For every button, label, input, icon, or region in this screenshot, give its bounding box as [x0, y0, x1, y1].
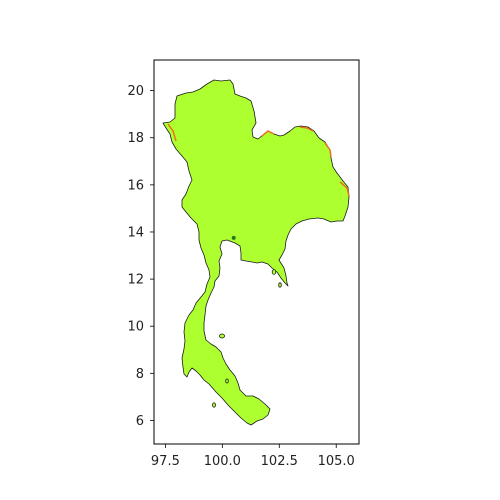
country-shape [162, 79, 350, 426]
capital-marker [231, 235, 236, 240]
y-tick-label: 8 [136, 367, 144, 382]
x-tick-label: 105.0 [318, 454, 355, 469]
border-highlight [339, 181, 350, 197]
x-axis: 97.5 100.0 102.5 105.0 [151, 444, 355, 469]
island [278, 282, 282, 288]
island [225, 378, 229, 384]
x-tick-label: 97.5 [151, 454, 180, 469]
x-tick-label: 100.0 [204, 454, 241, 469]
border-highlight [261, 130, 275, 137]
y-tick-label: 20 [127, 84, 144, 99]
y-tick-label: 6 [136, 414, 144, 429]
y-axis: 6 8 10 12 14 16 18 20 [127, 84, 154, 429]
border-highlight [167, 123, 177, 142]
island [212, 402, 216, 408]
y-tick-label: 14 [127, 225, 144, 240]
y-tick-label: 12 [127, 273, 144, 288]
y-tick-label: 18 [127, 131, 144, 146]
border-highlight [324, 142, 332, 158]
y-tick-label: 10 [127, 320, 144, 335]
border-highlight [299, 126, 314, 132]
y-tick-label: 16 [127, 178, 144, 193]
island [219, 333, 225, 339]
x-tick-label: 102.5 [261, 454, 298, 469]
island [271, 269, 277, 275]
